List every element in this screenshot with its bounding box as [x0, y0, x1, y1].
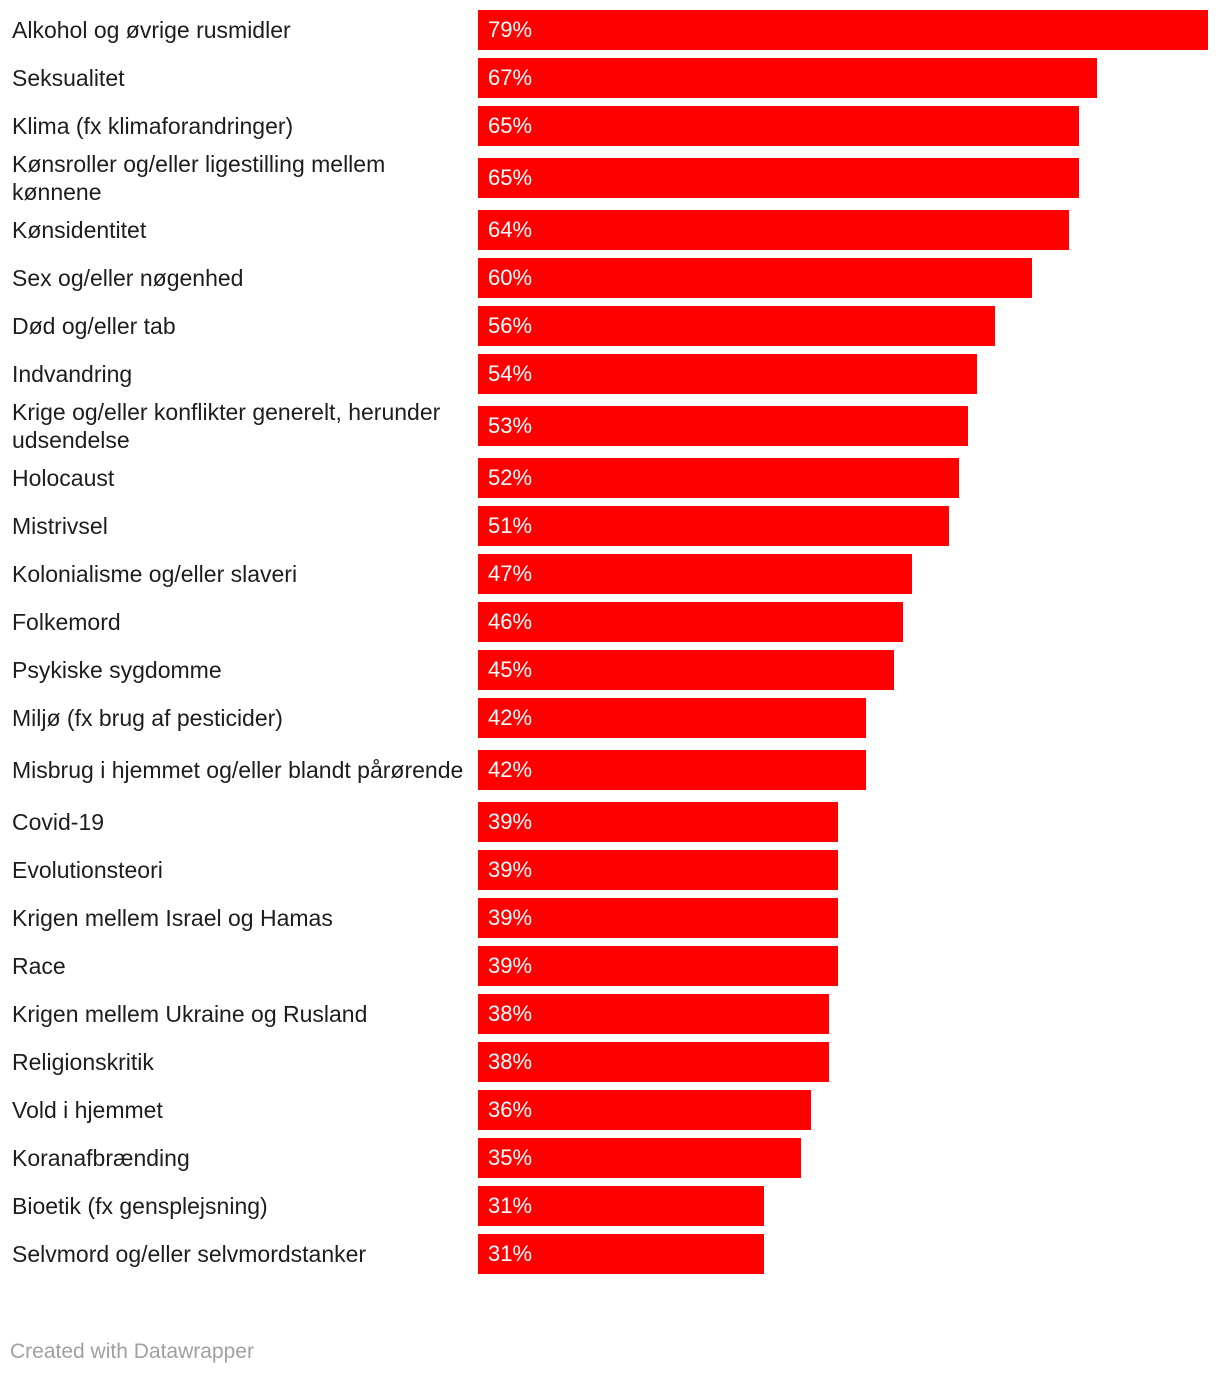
bar: 42%	[478, 698, 866, 738]
bar: 56%	[478, 306, 995, 346]
category-label: Krige og/eller konflikter generelt, heru…	[12, 399, 441, 453]
value-label: 38%	[488, 1049, 533, 1074]
bar: 38%	[478, 1042, 829, 1082]
category-label: Bioetik (fx gensplejsning)	[12, 1193, 268, 1219]
bar: 54%	[478, 354, 977, 394]
category-label: Misbrug i hjemmet og/eller blandt pårøre…	[12, 757, 464, 783]
category-label: Miljø (fx brug af pesticider)	[12, 705, 283, 731]
value-label: 45%	[488, 657, 533, 682]
bar: 53%	[478, 406, 968, 446]
category-label: Evolutionsteori	[12, 857, 163, 883]
bar: 38%	[478, 994, 829, 1034]
value-label: 47%	[488, 561, 533, 586]
value-label: 52%	[488, 465, 533, 490]
footer-credit: Created with Datawrapper	[10, 1340, 254, 1363]
category-label: Sex og/eller nøgenhed	[12, 265, 244, 291]
bar: 65%	[478, 106, 1079, 146]
value-label: 36%	[488, 1097, 533, 1122]
category-label: Kønsroller og/eller ligestilling mellem …	[12, 151, 386, 205]
category-label: Mistrivsel	[12, 513, 108, 539]
value-label: 31%	[488, 1241, 533, 1266]
category-label: Seksualitet	[12, 65, 125, 91]
value-label: 39%	[488, 953, 533, 978]
bar: 36%	[478, 1090, 811, 1130]
category-label: Klima (fx klimaforandringer)	[12, 113, 294, 139]
value-label: 46%	[488, 609, 533, 634]
value-label: 79%	[488, 17, 533, 42]
value-label: 65%	[488, 165, 533, 190]
bar: 46%	[478, 602, 903, 642]
bar: 39%	[478, 898, 838, 938]
value-label: 39%	[488, 857, 533, 882]
category-label: Psykiske sygdomme	[12, 657, 222, 683]
value-label: 56%	[488, 313, 533, 338]
value-label: 65%	[488, 113, 533, 138]
category-label: Race	[12, 953, 66, 979]
category-label: Kolonialisme og/eller slaveri	[12, 561, 298, 587]
category-label: Vold i hjemmet	[12, 1097, 163, 1123]
value-label: 35%	[488, 1145, 533, 1170]
value-label: 38%	[488, 1001, 533, 1026]
value-label: 42%	[488, 757, 533, 782]
category-label: Covid-19	[12, 809, 105, 835]
bar: 42%	[478, 750, 866, 790]
bar: 52%	[478, 458, 959, 498]
bar: 64%	[478, 210, 1069, 250]
bar: 65%	[478, 158, 1079, 198]
category-label: Død og/eller tab	[12, 313, 176, 339]
bar: 35%	[478, 1138, 801, 1178]
value-label: 67%	[488, 65, 533, 90]
category-label: Holocaust	[12, 465, 115, 491]
bar: 60%	[478, 258, 1032, 298]
value-label: 51%	[488, 513, 533, 538]
value-label: 31%	[488, 1193, 533, 1218]
value-label: 60%	[488, 265, 533, 290]
category-label: Religionskritik	[12, 1049, 154, 1075]
bar: 31%	[478, 1186, 764, 1226]
category-label: Krigen mellem Israel og Hamas	[12, 905, 333, 931]
value-label: 39%	[488, 905, 533, 930]
bar-chart: Alkohol og øvrige rusmidler 79% Seksualite…	[12, 10, 1208, 1274]
category-label: Alkohol og øvrige rusmidler	[12, 17, 291, 43]
value-label: 42%	[488, 705, 533, 730]
category-label: Krigen mellem Ukraine og Rusland	[12, 1001, 368, 1027]
category-label: Selvmord og/eller selvmordstanker	[12, 1241, 367, 1267]
bar: 51%	[478, 506, 949, 546]
category-label: Indvandring	[12, 361, 133, 387]
value-label: 53%	[488, 413, 533, 438]
bar: 47%	[478, 554, 912, 594]
bar: 45%	[478, 650, 894, 690]
category-label: Koranafbrænding	[12, 1145, 190, 1171]
bar: 31%	[478, 1234, 764, 1274]
bar: 67%	[478, 58, 1097, 98]
value-label: 64%	[488, 217, 533, 242]
bar: 39%	[478, 802, 838, 842]
bar: 79%	[478, 10, 1208, 50]
bar: 39%	[478, 850, 838, 890]
bar: 39%	[478, 946, 838, 986]
value-label: 39%	[488, 809, 533, 834]
category-label: Folkemord	[12, 609, 121, 635]
category-label: Kønsidentitet	[12, 217, 147, 243]
value-label: 54%	[488, 361, 533, 386]
